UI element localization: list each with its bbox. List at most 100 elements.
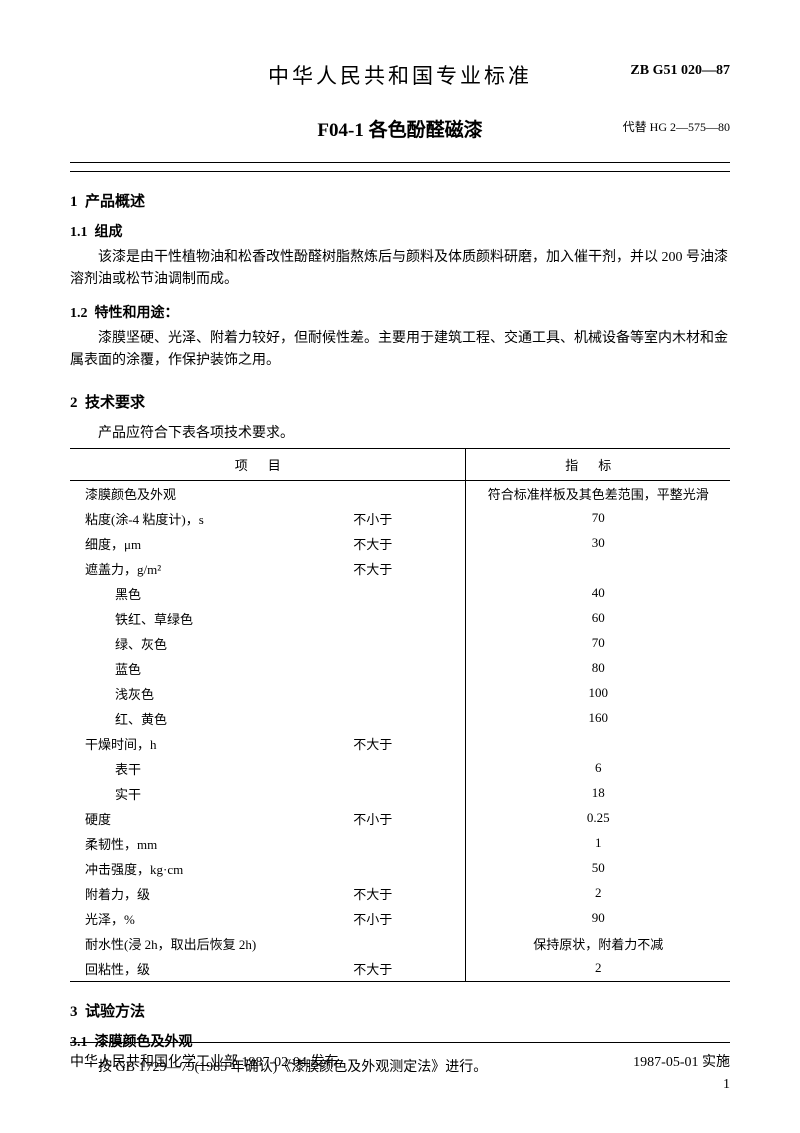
table-row: 表干 6	[70, 756, 730, 781]
table-cell-value	[466, 556, 730, 581]
table-row: 冲击强度，kg·cm 50	[70, 856, 730, 881]
table-cell-condition	[347, 856, 466, 881]
table-cell-condition	[347, 706, 466, 731]
table-cell-item: 细度，μm	[70, 531, 347, 556]
divider	[70, 162, 730, 163]
table-cell-item: 粘度(涂-4 粘度计)，s	[70, 506, 347, 531]
table-cell-condition: 不大于	[347, 531, 466, 556]
table-cell-condition	[347, 480, 466, 506]
table-header-value: 指标	[466, 448, 730, 480]
table-cell-item: 遮盖力，g/m²	[70, 556, 347, 581]
table-cell-condition	[347, 781, 466, 806]
table-cell-item: 实干	[70, 781, 347, 806]
table-cell-condition	[347, 656, 466, 681]
table-row: 附着力，级不大于2	[70, 881, 730, 906]
table-cell-condition: 不大于	[347, 881, 466, 906]
table-row: 细度，μm不大于30	[70, 531, 730, 556]
spec-table: 项目 指标 漆膜颜色及外观符合标准样板及其色差范围，平整光滑粘度(涂-4 粘度计…	[70, 448, 730, 982]
table-row: 漆膜颜色及外观 符合标准样板及其色差范围，平整光滑	[70, 480, 730, 506]
section-1-1-text: 该漆是由干性植物油和松香改性酚醛树脂熬炼后与颜料及体质颜料研磨，加入催干剂，并以…	[70, 247, 730, 292]
table-header-item: 项目	[70, 448, 466, 480]
table-row: 粘度(涂-4 粘度计)，s不小于70	[70, 506, 730, 531]
table-row: 实干 18	[70, 781, 730, 806]
table-cell-condition: 不小于	[347, 506, 466, 531]
table-cell-value: 90	[466, 906, 730, 931]
table-cell-value: 18	[466, 781, 730, 806]
footer-divider	[70, 1042, 730, 1043]
table-row: 浅灰色 100	[70, 681, 730, 706]
header: 中华人民共和国专业标准 ZB G51 020—87	[70, 60, 730, 90]
main-title: 中华人民共和国专业标准	[268, 60, 532, 90]
page-number: 1	[70, 1077, 730, 1093]
table-cell-value: 30	[466, 531, 730, 556]
table-cell-item: 红、黄色	[70, 706, 347, 731]
table-cell-value: 0.25	[466, 806, 730, 831]
table-cell-item: 回粘性，级	[70, 956, 347, 982]
footer: 中华人民共和国化学工业部 1987-02-04 发布 1987-05-01 实施…	[70, 1042, 730, 1093]
table-body: 漆膜颜色及外观符合标准样板及其色差范围，平整光滑粘度(涂-4 粘度计)，s不小于…	[70, 480, 730, 981]
footer-left: 中华人民共和国化学工业部 1987-02-04 发布	[70, 1051, 338, 1071]
footer-right: 1987-05-01 实施	[633, 1051, 730, 1071]
table-cell-item: 绿、灰色	[70, 631, 347, 656]
table-cell-condition	[347, 631, 466, 656]
table-cell-value: 符合标准样板及其色差范围，平整光滑	[466, 480, 730, 506]
table-cell-item: 硬度	[70, 806, 347, 831]
table-row: 耐水性(浸 2h，取出后恢复 2h)保持原状，附着力不减	[70, 931, 730, 956]
table-cell-item: 表干	[70, 756, 347, 781]
table-cell-condition: 不大于	[347, 556, 466, 581]
table-cell-condition	[347, 931, 466, 956]
table-cell-value: 160	[466, 706, 730, 731]
table-row: 绿、灰色 70	[70, 631, 730, 656]
table-cell-item: 冲击强度，kg·cm	[70, 856, 347, 881]
table-cell-value	[466, 731, 730, 756]
table-row: 铁红、草绿色 60	[70, 606, 730, 631]
table-row: 干燥时间，h不大于	[70, 731, 730, 756]
sub-title: F04-1 各色酚醛磁漆	[317, 115, 482, 142]
table-intro: 产品应符合下表各项技术要求。	[70, 422, 730, 442]
table-row: 遮盖力，g/m²不大于	[70, 556, 730, 581]
table-cell-value: 100	[466, 681, 730, 706]
table-row: 回粘性，级不大于2	[70, 956, 730, 982]
table-cell-value: 40	[466, 581, 730, 606]
table-cell-value: 70	[466, 631, 730, 656]
table-row: 柔韧性，mm 1	[70, 831, 730, 856]
table-cell-item: 光泽，%	[70, 906, 347, 931]
table-row: 红、黄色 160	[70, 706, 730, 731]
table-cell-item: 蓝色	[70, 656, 347, 681]
standard-code: ZB G51 020—87	[630, 63, 730, 79]
table-cell-item: 耐水性(浸 2h，取出后恢复 2h)	[70, 931, 347, 956]
table-cell-condition	[347, 606, 466, 631]
section-1-2-text: 漆膜坚硬、光泽、附着力较好，但耐候性差。主要用于建筑工程、交通工具、机械设备等室…	[70, 328, 730, 373]
table-row: 硬度不小于0.25	[70, 806, 730, 831]
section-3-title: 3 试验方法	[70, 1000, 730, 1021]
table-cell-item: 黑色	[70, 581, 347, 606]
footer-row: 中华人民共和国化学工业部 1987-02-04 发布 1987-05-01 实施	[70, 1051, 730, 1071]
table-cell-condition	[347, 681, 466, 706]
section-1-2-title: 1.2 特性和用途：	[70, 302, 730, 322]
table-cell-value: 60	[466, 606, 730, 631]
table-row: 黑色 40	[70, 581, 730, 606]
table-cell-value: 6	[466, 756, 730, 781]
replace-code: 代替 HG 2—575—80	[623, 118, 730, 135]
table-cell-condition: 不大于	[347, 956, 466, 982]
table-cell-condition	[347, 756, 466, 781]
table-row: 蓝色 80	[70, 656, 730, 681]
section-1-title: 1 产品概述	[70, 190, 730, 211]
table-cell-value: 2	[466, 881, 730, 906]
section-2-title: 2 技术要求	[70, 391, 730, 412]
table-cell-value: 80	[466, 656, 730, 681]
table-cell-condition: 不小于	[347, 906, 466, 931]
sub-header: F04-1 各色酚醛磁漆 代替 HG 2—575—80	[70, 115, 730, 142]
table-cell-item: 柔韧性，mm	[70, 831, 347, 856]
table-cell-value: 2	[466, 956, 730, 982]
table-cell-item: 铁红、草绿色	[70, 606, 347, 631]
table-cell-item: 浅灰色	[70, 681, 347, 706]
table-cell-value: 1	[466, 831, 730, 856]
table-cell-condition: 不大于	[347, 731, 466, 756]
table-cell-value: 70	[466, 506, 730, 531]
table-cell-item: 附着力，级	[70, 881, 347, 906]
table-cell-item: 漆膜颜色及外观	[70, 480, 347, 506]
table-cell-item: 干燥时间，h	[70, 731, 347, 756]
table-cell-condition: 不小于	[347, 806, 466, 831]
table-cell-value: 50	[466, 856, 730, 881]
